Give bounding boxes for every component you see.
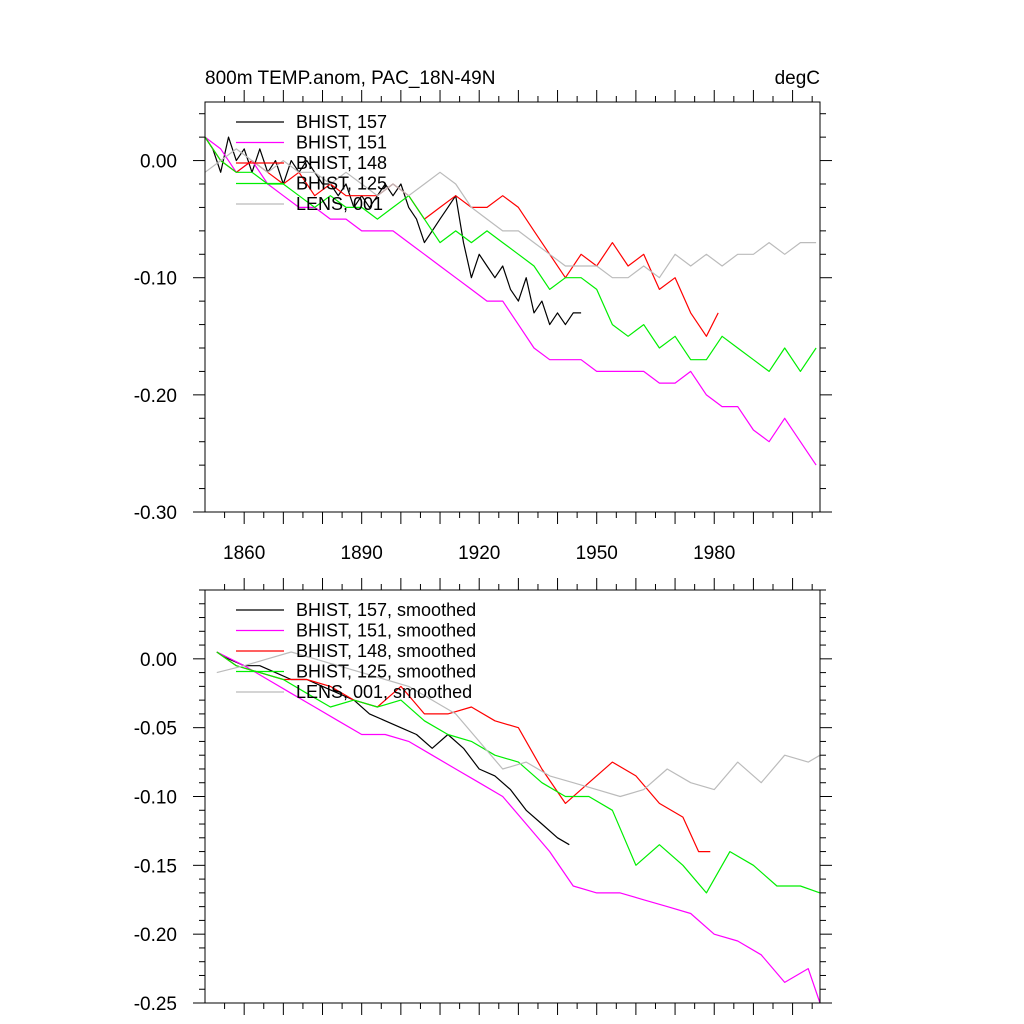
x-tick-label: 1920 [458,543,500,564]
series-line-0-1 [204,136,817,466]
series-line-1-4 [216,651,821,798]
y-tick-label: 0.00 [140,650,177,671]
y-tick-label: -0.15 [134,856,177,877]
legend-entry: BHIST, 157 [296,112,387,132]
y-tick-label: -0.10 [134,269,177,290]
legend-entry: BHIST, 151 [296,133,387,153]
series-line-0-3 [204,136,817,372]
y-tick-label: -0.20 [134,386,177,407]
series-line-1-2 [216,651,711,853]
legend-entry: BHIST, 125 [296,174,387,194]
plot-frame [204,101,821,513]
y-tick-label: -0.05 [134,719,177,740]
series-line-1-3 [216,651,821,894]
legend-entry: BHIST, 151, smoothed [296,621,476,641]
y-tick-label: 0.00 [140,152,177,173]
series-line-0-2 [204,136,719,337]
series-line-0-4 [204,148,817,279]
x-tick-label: 1890 [341,543,383,564]
bottom-panel: 0.00 -0.05 -0.10 -0.15 -0.20 -0.25 BHIST, 157,… [134,578,832,1015]
legend-entry: LENS, 001, smoothed [296,682,472,702]
y-tick-label: -0.10 [134,788,177,809]
top-panel: 800m TEMP.anom, PAC_18N-49N degC 0.00 -0.… [134,68,832,564]
x-tick-label: 1980 [693,543,735,564]
legend-entry: BHIST, 125, smoothed [296,662,476,682]
series-line-1-1 [216,651,821,1004]
x-tick-label: 1860 [223,543,265,564]
legend-entry: BHIST, 148 [296,153,387,173]
legend-entry: LENS, 001 [296,194,383,214]
legend-entry: BHIST, 148, smoothed [296,641,476,661]
chart-title: 800m TEMP.anom, PAC_18N-49N [205,68,495,89]
legend-entry: BHIST, 157, smoothed [296,600,476,620]
x-tick-label: 1950 [576,543,618,564]
y-tick-label: -0.30 [134,503,177,524]
y-tick-label: -0.25 [134,994,177,1015]
units-label: degC [775,68,820,89]
y-tick-label: -0.20 [134,925,177,946]
